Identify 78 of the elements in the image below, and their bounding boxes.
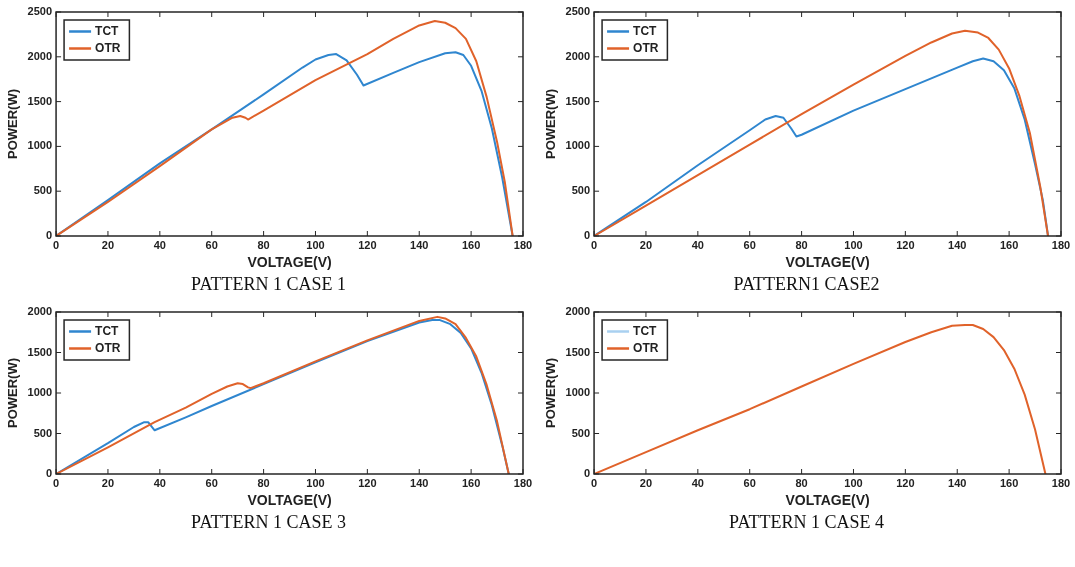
x-tick-label: 180: [1051, 476, 1071, 489]
x-tick-label: 180: [513, 476, 533, 489]
y-tick-label: 2000: [27, 305, 53, 318]
y-axis-title: POWER(W): [5, 357, 21, 429]
x-tick-label: 160: [461, 476, 481, 489]
x-tick-label: 80: [795, 238, 808, 251]
x-tick-label: 20: [639, 476, 653, 489]
y-tick-label: 1000: [565, 386, 591, 399]
y-tick-label: 2000: [565, 305, 591, 318]
y-tick-label: 500: [33, 426, 53, 439]
x-tick-label: 20: [639, 238, 653, 251]
legend-label: OTR: [95, 40, 121, 55]
legend-label: OTR: [633, 340, 659, 355]
y-axis-title: POWER(W): [543, 357, 559, 429]
x-tick-label: 60: [205, 238, 218, 251]
text: PATTERN1 CASE2: [732, 273, 881, 296]
text: PATTERN 1 CASE 4: [728, 511, 885, 534]
y-tick-label: 2000: [27, 49, 53, 62]
y-tick-label: 1500: [565, 94, 591, 107]
x-tick-label: 60: [743, 238, 756, 251]
x-tick-label: 40: [153, 238, 166, 251]
x-tick-label: 160: [461, 238, 481, 251]
y-axis-title: POWER(W): [5, 88, 21, 160]
x-tick-label: 40: [153, 476, 166, 489]
y-tick-label: 2500: [565, 5, 591, 18]
y-axis-title: POWER(W): [543, 88, 559, 160]
y-tick-label: 2000: [565, 49, 591, 62]
y-tick-label: 500: [33, 184, 53, 197]
y-tick-label: 0: [45, 229, 53, 242]
x-tick-label: 100: [306, 476, 325, 489]
x-tick-label: 60: [743, 476, 756, 489]
y-tick-label: 0: [45, 467, 53, 480]
x-tick-label: 180: [1051, 238, 1071, 251]
x-tick-label: 80: [795, 476, 808, 489]
x-tick-label: 120: [358, 476, 377, 489]
x-tick-label: 120: [896, 238, 915, 251]
y-tick-label: 1000: [27, 386, 53, 399]
x-axis-title: VOLTAGE(V): [785, 492, 870, 509]
x-tick-label: 80: [257, 476, 270, 489]
x-tick-label: 160: [999, 476, 1019, 489]
x-tick-label: 80: [257, 238, 270, 251]
y-tick-label: 500: [571, 426, 591, 439]
x-axis-title: VOLTAGE(V): [785, 254, 870, 271]
x-tick-label: 40: [691, 238, 704, 251]
x-tick-label: 20: [101, 238, 115, 251]
text: PATTERN 1 CASE 1: [190, 273, 347, 296]
x-tick-label: 100: [306, 238, 325, 251]
y-tick-label: 1500: [565, 345, 591, 358]
y-tick-label: 0: [583, 229, 591, 242]
x-tick-label: 120: [896, 476, 915, 489]
x-tick-label: 140: [948, 476, 967, 489]
x-tick-label: 100: [844, 238, 863, 251]
legend-label: OTR: [95, 340, 121, 355]
x-tick-label: 40: [691, 476, 704, 489]
y-tick-label: 1500: [27, 94, 53, 107]
legend-label: TCT: [633, 323, 658, 338]
x-tick-label: 20: [101, 476, 115, 489]
x-tick-label: 140: [948, 238, 967, 251]
legend-label: OTR: [633, 40, 659, 55]
y-tick-label: 1000: [565, 139, 591, 152]
legend-label: TCT: [95, 323, 120, 338]
y-tick-label: 500: [571, 184, 591, 197]
x-tick-label: 140: [410, 476, 429, 489]
x-tick-label: 100: [844, 476, 863, 489]
y-tick-label: 0: [583, 467, 591, 480]
y-tick-label: 1500: [27, 345, 53, 358]
legend-label: TCT: [95, 23, 120, 38]
legend-label: TCT: [633, 23, 658, 38]
x-tick-label: 180: [513, 238, 533, 251]
text: PATTERN 1 CASE 3: [190, 511, 347, 534]
x-tick-label: 160: [999, 238, 1019, 251]
x-axis-title: VOLTAGE(V): [247, 254, 332, 271]
x-tick-label: 140: [410, 238, 429, 251]
y-tick-label: 2500: [27, 5, 53, 18]
x-tick-label: 60: [205, 476, 218, 489]
x-axis-title: VOLTAGE(V): [247, 492, 332, 509]
y-tick-label: 1000: [27, 139, 53, 152]
x-tick-label: 120: [358, 238, 377, 251]
